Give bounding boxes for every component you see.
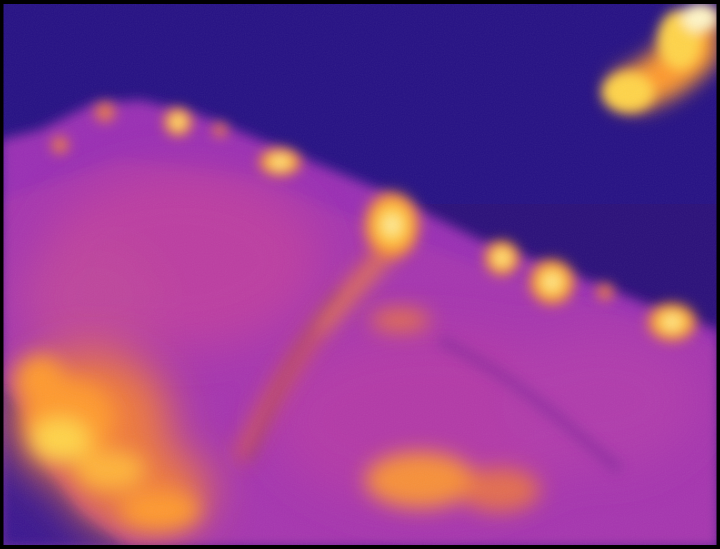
thermal-image-frame xyxy=(0,4,720,549)
thermal-image xyxy=(0,4,720,549)
